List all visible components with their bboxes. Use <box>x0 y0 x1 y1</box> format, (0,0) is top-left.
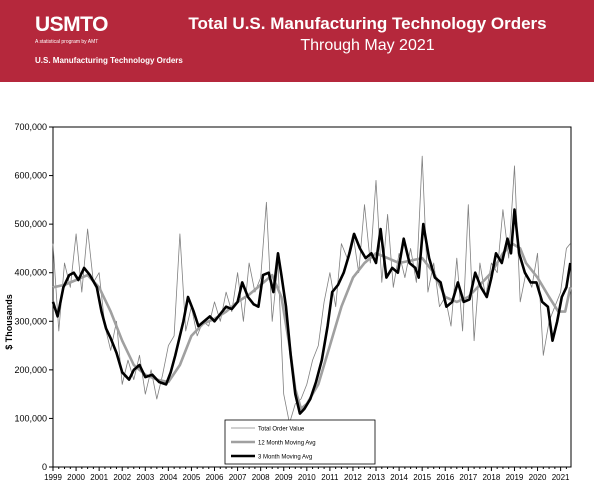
x-tick-label: 2008 <box>252 473 270 482</box>
x-tick-label: 2004 <box>159 473 177 482</box>
y-tick-label: 100,000 <box>14 413 47 423</box>
legend-label: 3 Month Moving Avg <box>258 455 312 461</box>
x-tick-label: 2014 <box>390 473 408 482</box>
x-tick-label: 2012 <box>344 473 362 482</box>
x-tick-label: 2007 <box>229 473 247 482</box>
y-tick-label: 700,000 <box>14 122 47 132</box>
y-tick-label: 300,000 <box>14 316 47 326</box>
x-tick-label: 2019 <box>506 473 524 482</box>
x-tick-label: 2002 <box>113 473 131 482</box>
legend-label: 12 Month Moving Avg <box>258 441 316 447</box>
x-tick-label: 2001 <box>90 473 108 482</box>
x-tick-label: 2005 <box>183 473 201 482</box>
y-axis-tick-labels: 0 100,000 200,000 300,000 400,000 500,000 600,… <box>14 122 47 472</box>
x-tick-label: 2021 <box>552 473 570 482</box>
chart-subtitle: Through May 2021 <box>300 37 435 54</box>
x-axis-tick-labels: 1999 2000 2001 2002 2003 2004 2005 2006 2007 2008… <box>44 473 570 482</box>
chart-series <box>51 155 572 424</box>
x-tick-label: 2017 <box>459 473 477 482</box>
y-tick-label: 200,000 <box>14 365 47 375</box>
x-tick-label: 2015 <box>413 473 431 482</box>
chart-title: Total U.S. Manufacturing Technology Orde… <box>188 14 547 33</box>
x-tick-label: 2020 <box>529 473 547 482</box>
plot-frame <box>52 126 572 468</box>
y-tick-label: 500,000 <box>14 219 47 229</box>
y-tick-label: 600,000 <box>14 171 47 181</box>
legend-label: Total Order Value <box>258 427 305 433</box>
x-tick-label: 2006 <box>206 473 224 482</box>
legend: Total Order Value 12 Month Moving Avg 3 Mo… <box>224 419 376 465</box>
x-tick-label: 2000 <box>67 473 85 482</box>
logo-tagline: A statistical program by AMT <box>35 39 99 45</box>
header-banner: USMTO A statistical program by AMT U.S. … <box>0 0 594 82</box>
x-tick-label: 2011 <box>321 473 339 482</box>
x-tick-label: 2009 <box>275 473 293 482</box>
y-tick-label: 400,000 <box>14 268 47 278</box>
logo-subtitle: U.S. Manufacturing Technology Orders <box>35 56 183 65</box>
chart-area: 0 100,000 200,000 300,000 400,000 500,000 600,… <box>4 122 572 482</box>
x-tick-label: 2018 <box>482 473 500 482</box>
x-tick-label: 2013 <box>367 473 385 482</box>
x-tick-label: 2016 <box>436 473 454 482</box>
x-tick-label: 1999 <box>44 473 62 482</box>
x-tick-label: 2003 <box>136 473 154 482</box>
y-axis-label: $ Thousands <box>4 294 14 350</box>
chart-axes <box>49 126 572 471</box>
usmto-logo: USMTO <box>35 13 108 36</box>
series-line-2 <box>51 208 572 415</box>
x-tick-label: 2010 <box>298 473 316 482</box>
y-tick-label: 0 <box>42 462 47 472</box>
